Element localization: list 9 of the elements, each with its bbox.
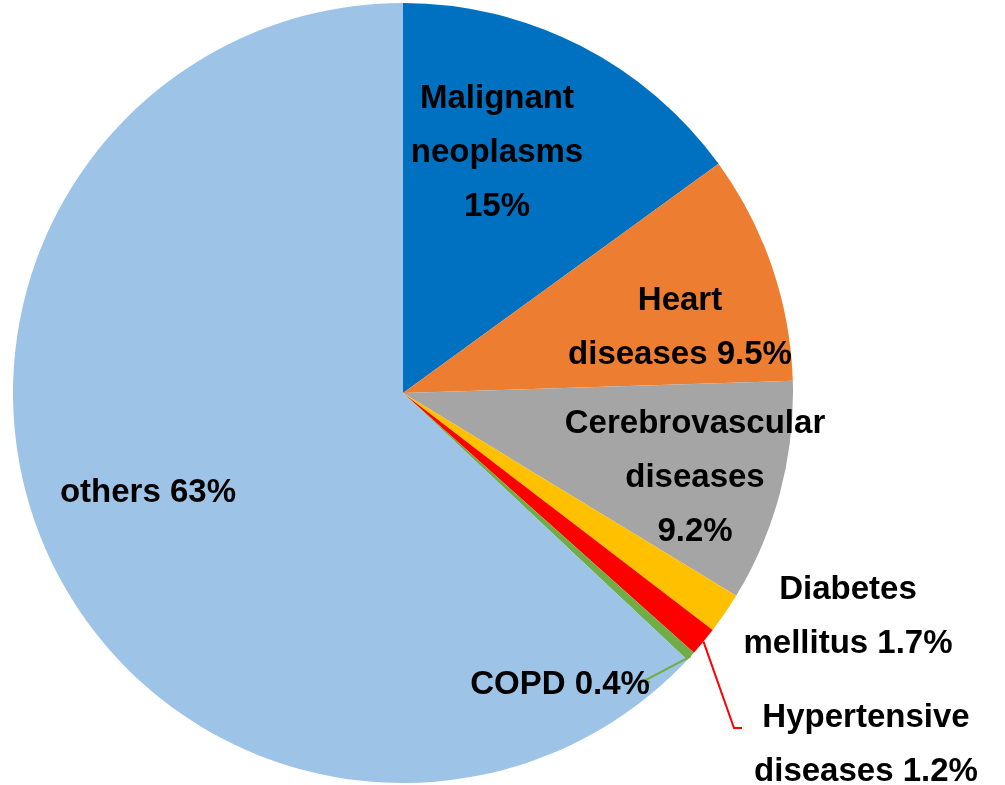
slice-label: Heart diseases 9.5%: [568, 279, 792, 371]
slice-label: Malignant neoplasms: [410, 77, 584, 169]
legend-label: COPD 0.4%: [470, 663, 650, 701]
slice-label: Hypertensive diseases 1.2%: [754, 696, 978, 785]
data-label: 15%: [463, 185, 531, 223]
data-label: 9.2%: [657, 510, 733, 548]
slice-label: Cerebrovascular diseases: [564, 402, 826, 494]
slice-label: others 63%: [59, 471, 237, 509]
slice-label: Diabetes mellitus 1.7%: [743, 568, 953, 660]
